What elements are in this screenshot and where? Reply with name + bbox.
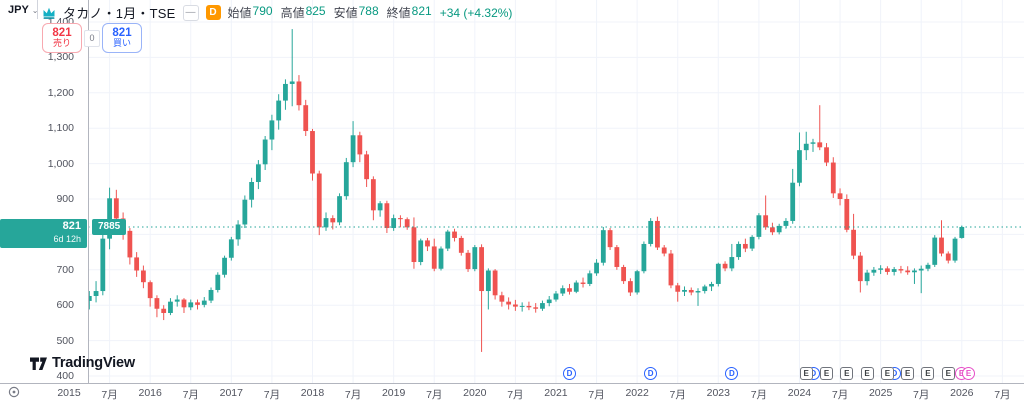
low-label: 安値 (333, 6, 358, 20)
time-axis-label: 2015 (57, 387, 81, 399)
price-axis-label: 400 (56, 370, 74, 382)
price-axis[interactable]: 1,400 1,300 1,200 1,100 1,000 900 700 600 500 400 (0, 0, 89, 383)
sell-button[interactable]: 821 売り (42, 23, 82, 53)
time-axis-label: 2026 (950, 387, 974, 399)
current-price-badge: 821 6d 12h (0, 218, 87, 248)
time-axis-label: 2022 (625, 387, 649, 399)
trade-panel: 821 売り 0 821 買い (42, 23, 142, 53)
earnings-marker[interactable]: E (921, 367, 935, 380)
high-value: 825 (305, 4, 326, 18)
time-axis-label: 7月 (182, 389, 199, 400)
time-axis[interactable]: 2015 7月 2016 7月 2017 7月 2018 7月 2019 7月 2020 7月 2021… (0, 383, 1024, 400)
time-axis-label: 7月 (588, 389, 605, 400)
chart-legend: タカノ・1月・TSE — D 始値 790 高値 825 安値 788 終値 821 +… (42, 3, 512, 22)
change-value: +34 (+4.32%) (439, 5, 513, 20)
close-value: 821 (411, 4, 432, 18)
currency-label: JPY (8, 3, 29, 16)
time-axis-label: 2019 (381, 387, 406, 399)
time-axis-label: 7月 (831, 389, 849, 400)
ohlc-readout: 始値 790 高値 825 安値 788 終値 821 +34 (+4.32%) (228, 4, 513, 21)
time-axis-label: 7月 (344, 389, 362, 400)
close-label: 終値 (386, 6, 411, 20)
time-axis-label: 7月 (263, 389, 281, 400)
chevron-down-icon: ⌄ (31, 6, 39, 15)
open-label: 始値 (227, 6, 252, 20)
price-axis-label: 1,200 (47, 86, 74, 99)
time-axis-label: 7月 (994, 389, 1011, 400)
time-axis-label: 7月 (426, 389, 443, 400)
time-axis-label: 7月 (101, 389, 118, 400)
earnings-marker[interactable]: E (901, 367, 915, 380)
watermark-text: TradingView (52, 355, 135, 371)
low-value: 788 (358, 4, 379, 18)
tradingview-logo-icon (30, 357, 47, 370)
time-axis-label: 2025 (868, 387, 893, 399)
dividend-marker[interactable]: D (725, 367, 739, 380)
time-axis-label: 7月 (507, 389, 524, 400)
collapse-legend-button[interactable]: — (182, 4, 199, 21)
time-axis-label: 2024 (787, 387, 812, 399)
time-axis-label: 2021 (544, 387, 568, 399)
earnings-marker[interactable]: E (820, 367, 834, 380)
buy-button[interactable]: 821 買い (102, 23, 142, 53)
time-axis-label: 7月 (750, 389, 768, 400)
earnings-marker[interactable]: E (880, 367, 894, 380)
price-axis-label: 900 (56, 193, 74, 205)
currency-dropdown[interactable]: JPY ⌄ (0, 0, 39, 19)
earnings-upcoming-marker[interactable]: E (962, 367, 976, 380)
high-label: 高値 (280, 6, 305, 20)
buy-label: 買い (112, 38, 131, 49)
symbol-logo-icon (43, 7, 55, 19)
time-axis-label: 2020 (463, 387, 487, 399)
current-price-value: 821 (62, 219, 81, 232)
price-axis-label: 600 (56, 299, 74, 312)
earnings-marker[interactable]: E (860, 367, 874, 380)
minus-icon: — (185, 6, 196, 18)
earnings-marker[interactable]: E (840, 367, 854, 380)
dividend-marker[interactable]: D (563, 367, 576, 380)
price-axis-label: 1,300 (47, 51, 74, 64)
symbol-title[interactable]: タカノ・1月・TSE (63, 6, 176, 21)
spread-value: 0 (84, 29, 100, 47)
time-axis-label: 2016 (138, 387, 162, 399)
open-value: 790 (252, 4, 273, 18)
time-axis-label: 7月 (669, 389, 686, 400)
tradingview-watermark[interactable]: TradingView (30, 355, 135, 371)
earnings-marker[interactable]: E (799, 367, 813, 380)
earnings-marker[interactable]: E (941, 367, 955, 380)
time-axis-label: 2023 (706, 387, 730, 399)
time-axis-settings-icon[interactable] (8, 386, 20, 398)
time-axis-label: 2017 (219, 387, 243, 399)
time-axis-label: 2018 (300, 387, 325, 399)
price-axis-label: 1,100 (47, 122, 74, 135)
symbol-code-badge: 7885 (92, 218, 127, 235)
delayed-data-badge: D (205, 5, 221, 20)
price-axis-label: 500 (56, 334, 74, 347)
price-axis-label: 1,000 (47, 157, 74, 170)
bar-countdown: 6d 12h (53, 233, 81, 244)
dividend-marker[interactable]: D (644, 367, 658, 380)
time-axis-label: 7月 (913, 389, 930, 400)
sell-label: 売り (52, 38, 71, 49)
buy-price: 821 (112, 26, 132, 39)
sell-price: 821 (52, 26, 72, 39)
price-axis-label: 700 (56, 263, 74, 276)
